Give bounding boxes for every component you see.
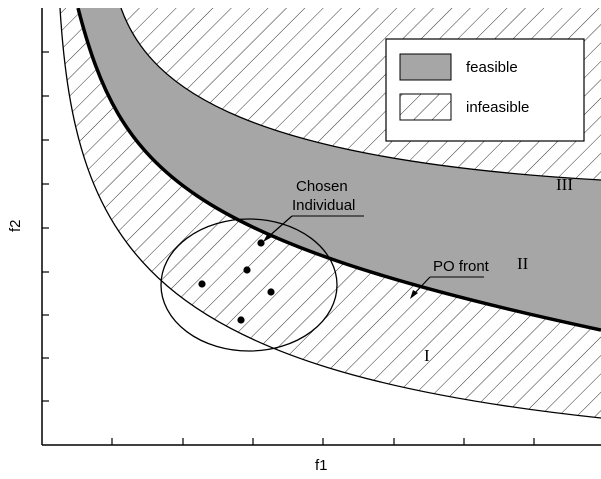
- lower-boundary-curve: [59, 8, 601, 419]
- po-front-arrowhead: [410, 290, 418, 299]
- y-axis-label: f2: [7, 219, 24, 232]
- x-axis-label: f1: [315, 457, 328, 474]
- region-i-infeasible: [60, 8, 601, 418]
- legend-feasible-label: feasible: [466, 59, 518, 76]
- chosen-pointer: [266, 215, 293, 239]
- x-axis-ticks: [111, 438, 535, 445]
- solution-point: [267, 288, 275, 296]
- solution-point: [243, 266, 251, 274]
- solution-point: [198, 280, 206, 288]
- solution-point: [237, 316, 245, 324]
- neighborhood-ellipse: [160, 218, 338, 352]
- region-ii-label: II: [517, 254, 529, 273]
- legend-feasible-swatch: [399, 53, 452, 81]
- po-front-label: PO front: [433, 258, 490, 275]
- chosen-individual-point: [257, 239, 265, 247]
- legend-infeasible-label: infeasible: [466, 99, 529, 116]
- upper-boundary-curve: [120, 8, 601, 181]
- legend-infeasible-swatch: [399, 93, 452, 121]
- legend: feasible infeasible: [385, 38, 585, 142]
- region-i-label: I: [424, 346, 430, 365]
- chosen-label-line2: Individual: [292, 197, 355, 214]
- y-axis-ticks: [42, 51, 49, 402]
- chosen-label-line1: Chosen: [296, 178, 348, 195]
- chosen-arrowhead: [263, 233, 272, 242]
- po-front-curve: [76, 8, 601, 332]
- region-ii-feasible: [78, 8, 601, 330]
- region-iii-label: III: [556, 175, 573, 194]
